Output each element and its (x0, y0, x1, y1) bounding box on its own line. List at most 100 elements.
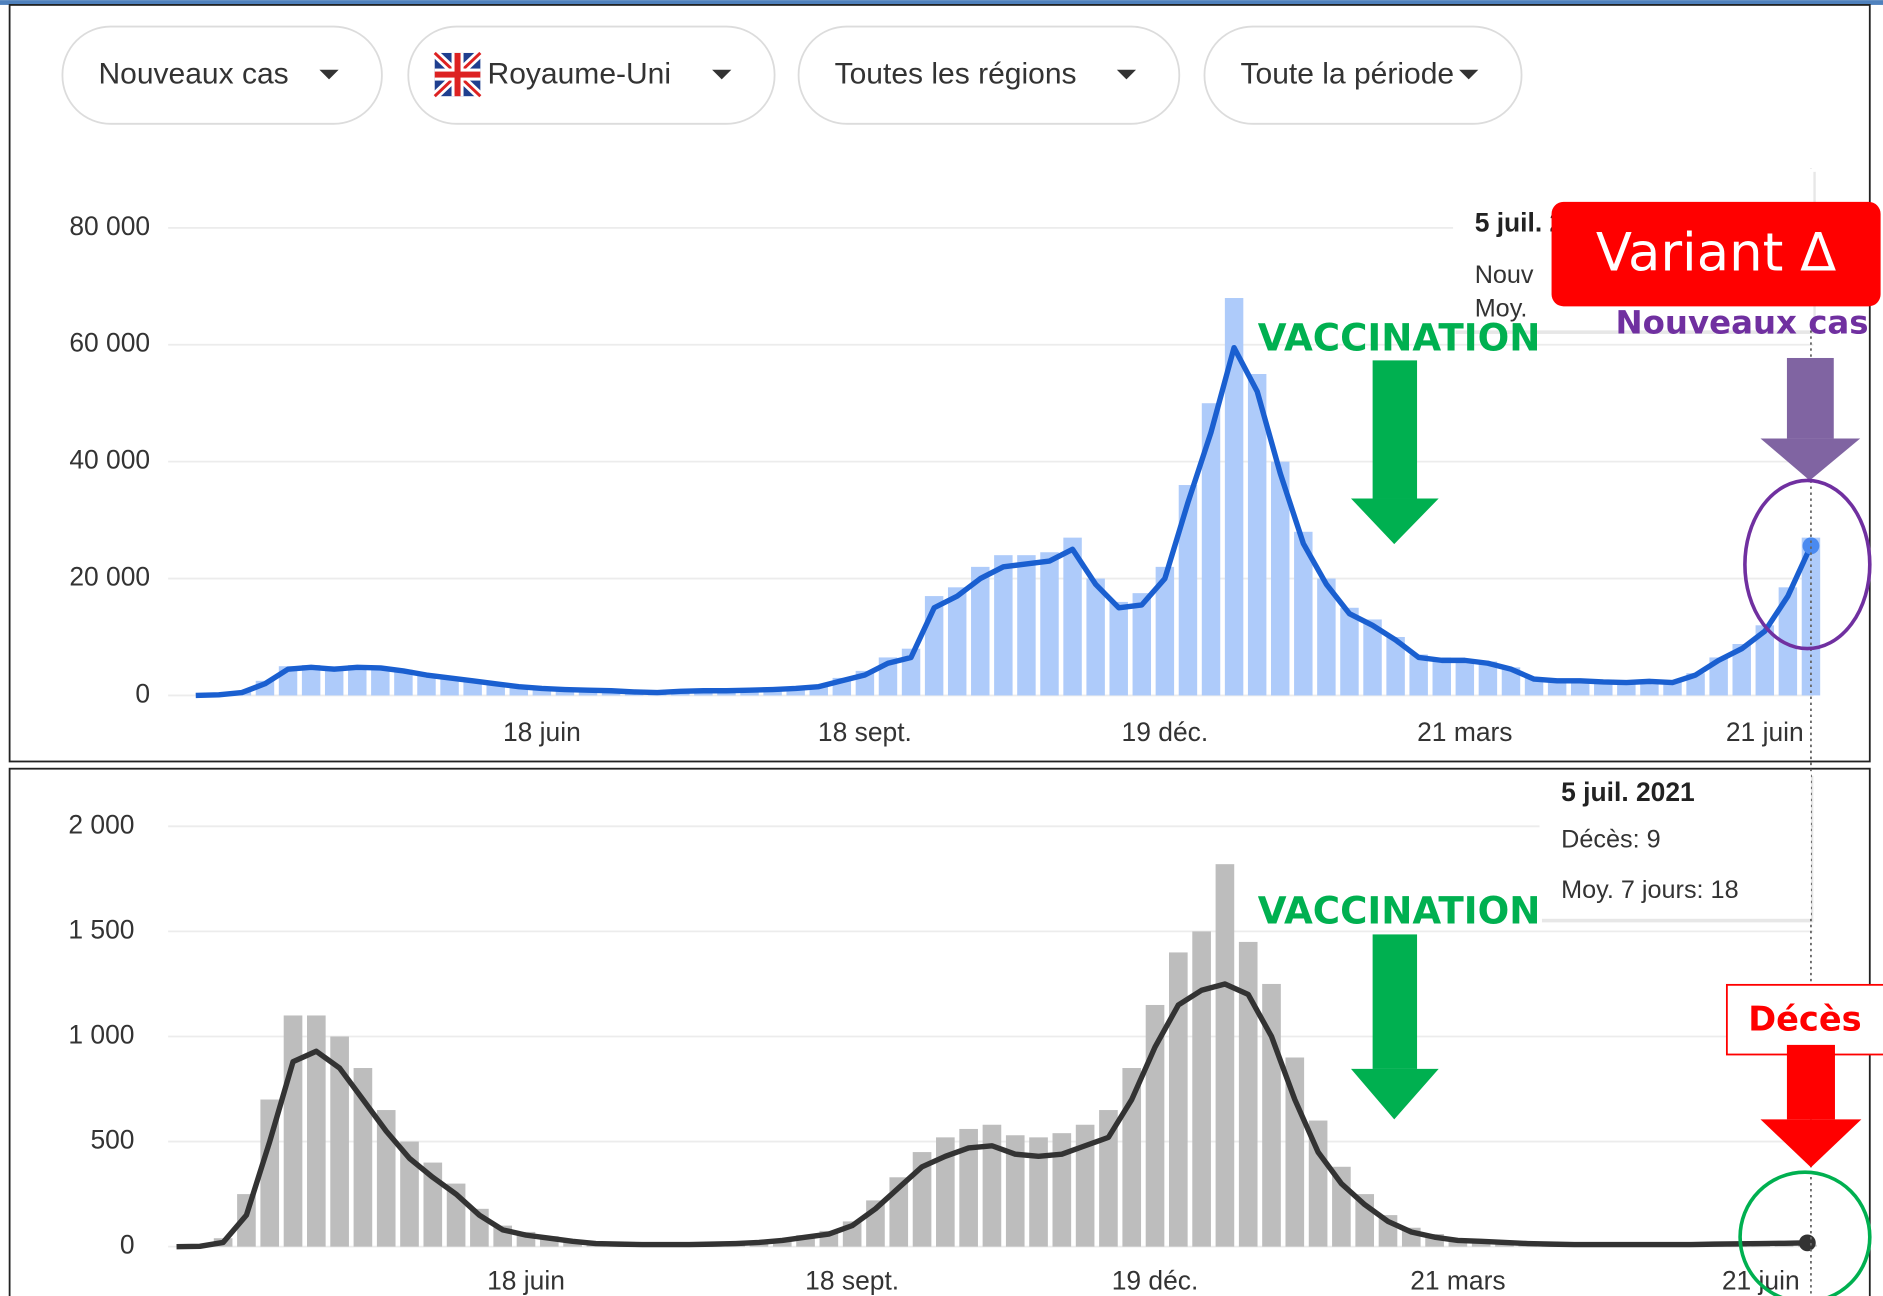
bar (330, 1036, 349, 1247)
bar (1017, 555, 1036, 696)
bar (1168, 952, 1188, 1247)
bar (1122, 1068, 1142, 1247)
dropdown-label: Royaume-Uni (488, 58, 672, 91)
bar (971, 566, 990, 696)
arrow-shaft (1372, 360, 1418, 499)
tooltip-title: 5 juil. 2021 (1561, 777, 1695, 807)
arrow-shaft (1786, 357, 1834, 439)
bar (1178, 485, 1198, 696)
highlight-circle (1738, 1170, 1872, 1296)
bar (1224, 298, 1244, 696)
bar (371, 666, 390, 696)
bar (1109, 601, 1128, 696)
dropdown-caret (1459, 69, 1479, 80)
x-tick-label: 18 juin (487, 1266, 565, 1296)
bar (417, 674, 436, 696)
arrow-shaft (1372, 934, 1418, 1069)
x-tick-label: 19 déc. (1122, 717, 1209, 747)
variant-label: Variant Δ (1596, 223, 1836, 284)
bar (1192, 931, 1211, 1247)
x-tick-label: 21 mars (1417, 717, 1512, 747)
x-tick-label: 21 mars (1410, 1266, 1505, 1296)
y-tick-label: 2 000 (68, 809, 134, 839)
bar (283, 1015, 303, 1247)
bar (301, 665, 321, 696)
vaccination-label: VACCINATION (1258, 315, 1541, 359)
bar (959, 1128, 978, 1247)
y-tick-label: 80 000 (69, 211, 150, 241)
y-tick-label: 0 (120, 1230, 135, 1260)
bar (1501, 667, 1521, 696)
dropdown[interactable] (61, 25, 383, 125)
bar (1132, 593, 1152, 696)
vaccination-label: VACCINATION (1258, 888, 1541, 932)
bar (982, 1124, 1002, 1247)
x-tick-label: 18 sept. (805, 1266, 899, 1296)
bar (1040, 552, 1059, 696)
bar (912, 1152, 932, 1247)
bar (394, 669, 413, 696)
x-tick-label: 19 déc. (1112, 1266, 1199, 1296)
bar (1155, 566, 1175, 696)
filters: Nouveaux cas Royaume-Uni Toutes les région… (61, 25, 1523, 125)
bar (1409, 654, 1428, 696)
bar (1432, 657, 1451, 696)
variant-box (1551, 201, 1881, 307)
dropdown-caret (712, 69, 732, 80)
y-tick-label: 40 000 (69, 445, 150, 475)
dropdown[interactable] (797, 25, 1181, 125)
bar (1386, 636, 1405, 696)
bar (1086, 578, 1105, 696)
tooltip-line: Moy. 7 jours: 18 (1561, 876, 1738, 904)
bar (1063, 537, 1082, 696)
bar (1524, 677, 1544, 696)
tooltip-line: Décès: 9 (1561, 825, 1660, 853)
bar (786, 687, 805, 696)
dropdown-label: Toute la période (1241, 58, 1455, 91)
y-tick-label: 1 000 (68, 1019, 134, 1049)
bar (1478, 661, 1498, 696)
bar (1363, 619, 1382, 696)
bar (1455, 659, 1475, 696)
deaths-label: Décès (1748, 999, 1861, 1038)
dropdown[interactable] (1203, 25, 1523, 125)
bar (809, 684, 828, 696)
arrow-head (1760, 1119, 1862, 1168)
marker-label: Nouveaux cas (1616, 303, 1869, 341)
bar (1778, 587, 1798, 696)
hover-point (1798, 1234, 1816, 1252)
average-line (195, 344, 1814, 699)
bar (324, 666, 344, 696)
bar (796, 1235, 815, 1247)
bar (1075, 1124, 1095, 1247)
panel-frame (8, 4, 1871, 763)
arrow-head (1760, 438, 1861, 481)
y-tick-label: 20 000 (69, 562, 150, 592)
arrow-head (1351, 498, 1439, 545)
deaths-box (1725, 983, 1883, 1056)
bar (1801, 537, 1821, 696)
plots: 0 20 000 40 000 60 000 80 000 18 juin 18 sept.… (68, 211, 1821, 1296)
dropdown-caret (1116, 69, 1137, 80)
bar (1145, 1004, 1165, 1247)
bar (1238, 941, 1258, 1247)
bar (532, 687, 552, 696)
bar (509, 686, 529, 696)
y-tick-label: 1 500 (68, 914, 134, 944)
bar (400, 1141, 419, 1247)
y-tick-label: 0 (135, 678, 150, 708)
bar (947, 587, 967, 696)
bar (353, 1068, 373, 1247)
dropdown[interactable] (407, 25, 776, 125)
dropdown-label: Toutes les régions (835, 58, 1077, 91)
bar (1052, 1133, 1072, 1247)
hover-point (1802, 537, 1820, 555)
arrow-head (1351, 1068, 1439, 1120)
bar (1201, 403, 1221, 696)
y-tick-label: 60 000 (69, 328, 150, 358)
bar (1317, 578, 1336, 696)
bar (1271, 461, 1290, 696)
bar (1547, 679, 1567, 696)
